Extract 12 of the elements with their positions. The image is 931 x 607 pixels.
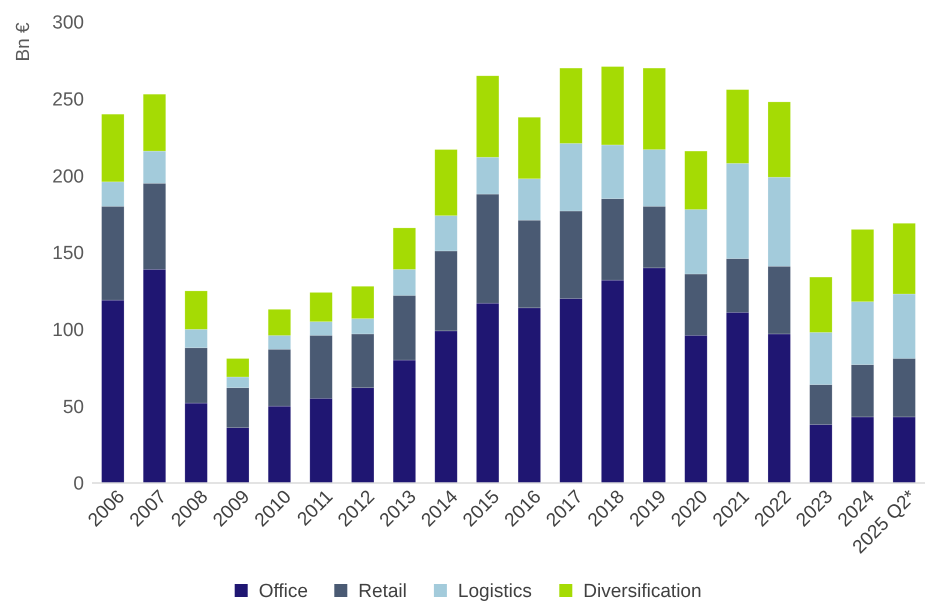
y-tick-label: 100 (52, 320, 84, 341)
y-tick-label: 150 (52, 243, 84, 264)
y-tick-label: 0 (73, 474, 84, 495)
y-tick-label: 50 (62, 396, 84, 418)
legend-label: Diversification (583, 581, 702, 602)
legend-label: Logistics (458, 581, 532, 602)
y-axis-title: Bn € (13, 22, 34, 62)
legend-label: Retail (358, 581, 407, 602)
y-tick-label: 300 (52, 12, 84, 34)
y-tick-label: 200 (52, 166, 84, 188)
legend-label: Office (258, 581, 308, 602)
y-tick-label: 250 (52, 89, 84, 110)
